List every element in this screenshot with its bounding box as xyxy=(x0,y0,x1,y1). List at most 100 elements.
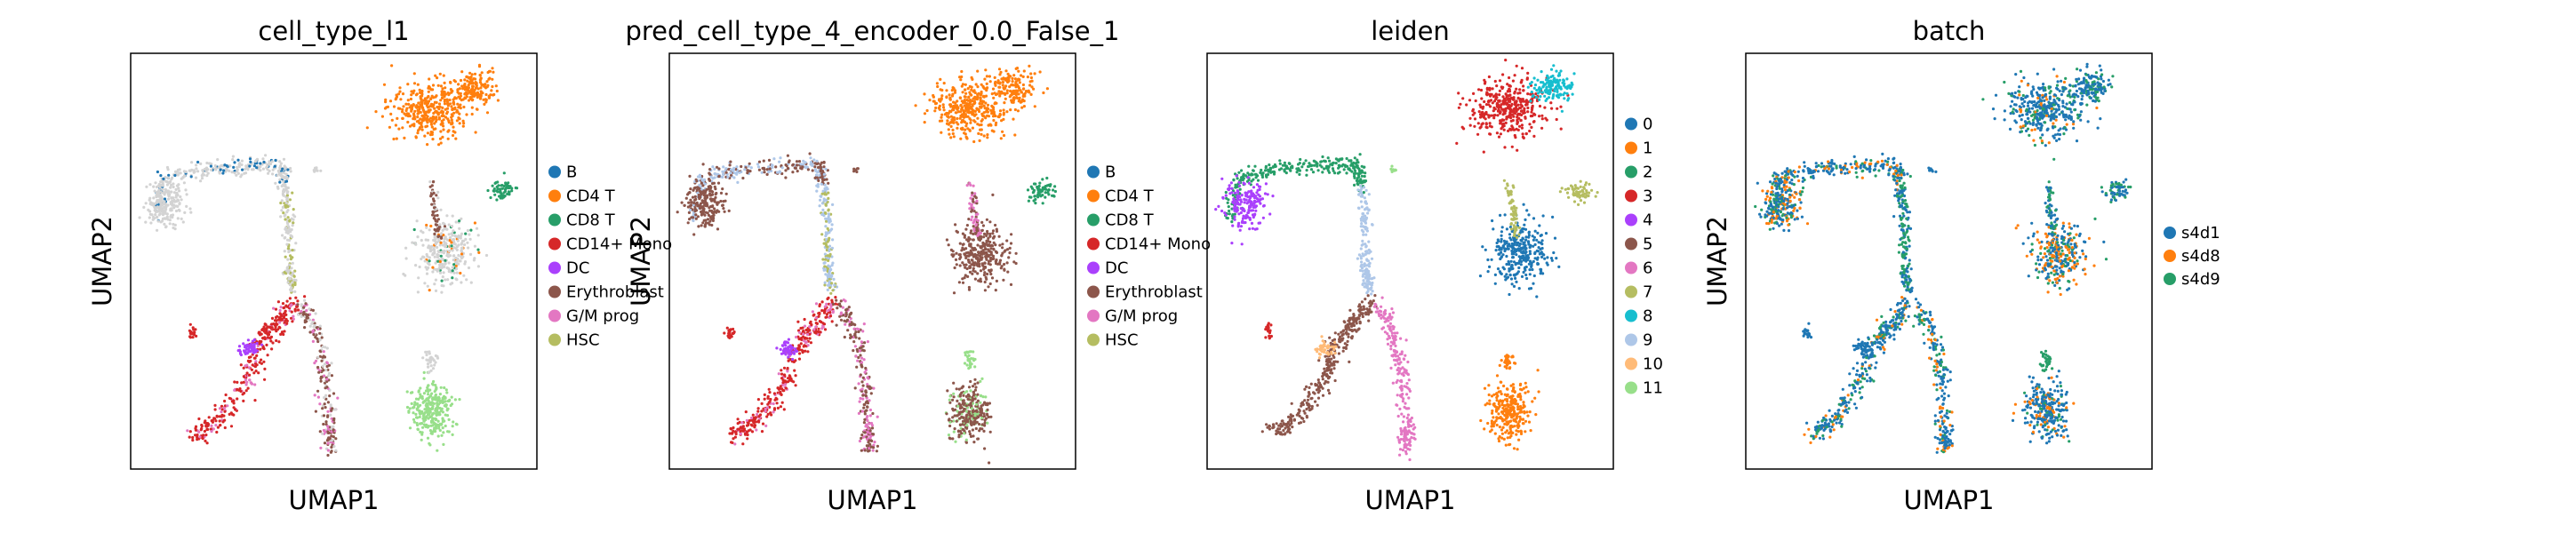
data-point xyxy=(1017,86,1021,90)
data-point xyxy=(408,407,412,410)
data-point xyxy=(979,97,982,100)
data-point xyxy=(952,381,956,385)
data-point xyxy=(435,386,438,389)
data-point xyxy=(297,313,300,316)
data-point xyxy=(760,402,764,405)
data-point xyxy=(188,322,192,326)
data-point xyxy=(419,412,422,416)
data-point xyxy=(238,352,243,355)
data-point xyxy=(451,266,454,269)
data-point xyxy=(860,356,864,360)
data-point xyxy=(277,325,281,329)
data-point xyxy=(473,257,476,260)
data-point xyxy=(1023,94,1027,98)
data-point xyxy=(788,350,792,354)
data-point xyxy=(311,339,315,343)
data-point xyxy=(171,215,174,219)
data-point xyxy=(946,389,949,393)
data-point xyxy=(972,238,975,242)
data-point xyxy=(988,80,992,84)
data-point xyxy=(1018,81,1021,84)
data-point xyxy=(986,272,989,276)
data-point xyxy=(233,169,236,173)
data-point xyxy=(429,224,433,228)
data-point xyxy=(446,278,450,282)
data-point xyxy=(959,114,963,118)
data-point xyxy=(487,69,492,73)
data-point xyxy=(171,176,174,179)
data-point xyxy=(206,171,210,175)
data-point xyxy=(948,401,952,404)
data-point xyxy=(323,355,327,359)
data-point xyxy=(1044,195,1047,199)
data-point xyxy=(259,162,262,165)
data-point xyxy=(989,257,993,260)
data-point xyxy=(795,335,798,339)
data-point xyxy=(450,241,453,244)
data-point xyxy=(1041,178,1044,181)
data-point xyxy=(429,97,433,100)
data-point xyxy=(1030,187,1035,190)
data-point xyxy=(188,435,191,439)
data-point xyxy=(316,365,320,370)
data-point xyxy=(440,93,444,97)
data-point xyxy=(962,394,965,397)
data-point xyxy=(274,315,278,319)
data-point xyxy=(447,119,451,123)
data-point xyxy=(963,432,966,435)
data-point xyxy=(1012,100,1015,104)
data-point xyxy=(455,245,460,249)
data-point xyxy=(974,417,979,420)
data-point xyxy=(374,110,378,114)
data-point xyxy=(429,193,433,196)
data-point xyxy=(270,347,274,351)
data-point xyxy=(800,348,804,352)
data-point xyxy=(396,116,399,120)
data-point xyxy=(388,125,391,129)
data-point xyxy=(732,327,735,331)
data-point xyxy=(847,306,851,309)
data-point xyxy=(181,220,185,224)
data-point xyxy=(263,336,267,339)
data-point xyxy=(779,405,783,409)
data-point xyxy=(252,342,256,346)
data-point xyxy=(156,199,159,203)
data-point xyxy=(441,87,444,91)
data-point xyxy=(316,337,319,340)
data-point xyxy=(237,348,242,352)
data-point xyxy=(868,422,871,426)
data-point xyxy=(420,438,423,442)
data-point xyxy=(861,345,865,348)
data-point xyxy=(802,332,805,336)
data-point xyxy=(724,171,728,174)
data-point xyxy=(427,110,430,114)
data-point xyxy=(225,167,228,171)
data-point xyxy=(779,385,782,388)
data-point xyxy=(474,81,477,84)
data-point xyxy=(159,174,163,178)
data-point xyxy=(1005,89,1009,92)
data-point xyxy=(971,259,974,262)
data-point xyxy=(308,330,312,334)
data-point xyxy=(164,176,167,179)
data-point xyxy=(247,350,251,354)
data-point xyxy=(811,310,815,314)
data-point xyxy=(467,99,471,102)
legend-label: HSC xyxy=(566,331,600,350)
data-point xyxy=(691,195,695,199)
data-point xyxy=(175,184,180,187)
data-point xyxy=(403,136,406,139)
data-point xyxy=(440,279,444,282)
data-point xyxy=(433,251,436,254)
data-point xyxy=(502,171,506,175)
data-point xyxy=(1038,181,1042,185)
data-point xyxy=(271,168,275,171)
data-point xyxy=(782,366,787,370)
data-point xyxy=(810,322,813,327)
data-point xyxy=(961,243,964,246)
data-point xyxy=(332,428,335,432)
data-point xyxy=(420,100,423,104)
data-point xyxy=(986,133,989,137)
data-point xyxy=(440,235,444,239)
data-point xyxy=(687,191,691,195)
